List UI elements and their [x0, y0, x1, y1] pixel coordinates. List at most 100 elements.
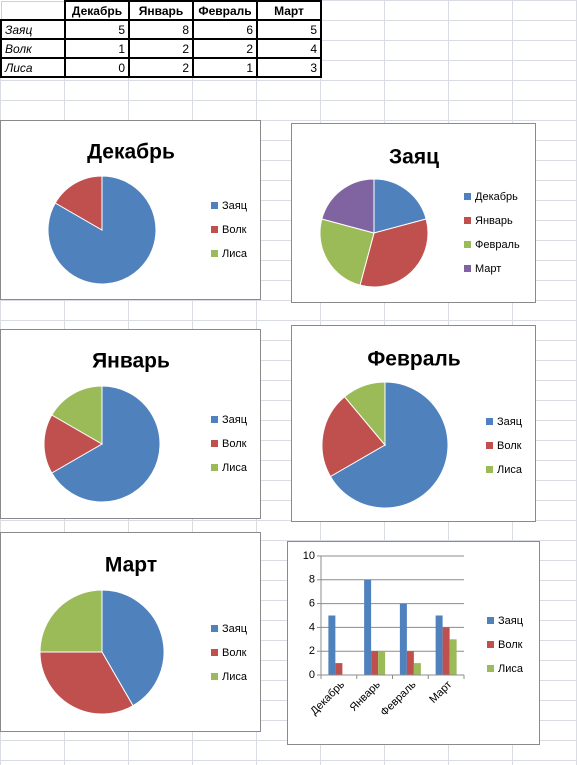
value-cell[interactable]: 2 — [192, 38, 258, 59]
value-cell[interactable]: 8 — [128, 19, 194, 40]
y-tick-label: 2 — [309, 645, 315, 657]
value-cell[interactable]: 3 — [256, 57, 322, 78]
legend-label: Волк — [222, 647, 247, 659]
pie-slice[interactable] — [101, 589, 165, 707]
table-header-cell[interactable]: Январь — [128, 0, 194, 21]
y-tick-label: 8 — [309, 574, 315, 586]
legend-label: Заяц — [222, 200, 248, 212]
legend-label: Заяц — [497, 416, 523, 428]
table-header-row: Декабрь Январь Февраль Март — [0, 0, 322, 21]
pie-slice[interactable] — [321, 178, 375, 234]
table-header-cell[interactable]: Март — [256, 0, 322, 21]
legend-label: Лиса — [222, 671, 248, 683]
legend-swatch — [211, 673, 218, 680]
bar[interactable] — [399, 603, 407, 675]
legend-label: Волк — [222, 224, 247, 236]
x-tick-label: Декабрь — [308, 679, 347, 718]
legend-swatch — [211, 464, 218, 471]
pie-chart-december[interactable]: Декабрь Заяц Волк Лиса — [0, 120, 261, 300]
value-cell[interactable]: 5 — [256, 19, 322, 40]
legend-label: Декабрь — [475, 191, 518, 203]
bar-chart-all[interactable]: 0 2 4 6 8 10 Декабрь Январь Февраль Март Заяц Волк Л… — [287, 541, 540, 745]
pie-slice[interactable] — [319, 218, 375, 286]
chart-title: Декабрь — [87, 141, 175, 164]
legend-swatch — [211, 202, 218, 209]
x-tick-label: Март — [427, 679, 454, 706]
pie-slice[interactable] — [39, 589, 103, 653]
bar[interactable] — [413, 663, 421, 675]
bar[interactable] — [378, 651, 386, 675]
row-label-cell[interactable]: Заяц — [0, 19, 66, 40]
pie-slice[interactable] — [51, 385, 161, 503]
legend-label: Лиса — [222, 462, 248, 474]
legend-swatch — [486, 442, 493, 449]
legend-label: Лиса — [497, 464, 523, 476]
bar[interactable] — [335, 663, 343, 675]
value-cell[interactable]: 1 — [64, 38, 130, 59]
legend-swatch — [464, 265, 471, 272]
table-row: Лиса 0 2 1 3 — [0, 57, 322, 78]
value-cell[interactable]: 4 — [256, 38, 322, 59]
chart-title: Январь — [92, 350, 170, 373]
legend-label: Лиса — [498, 663, 524, 675]
pie-chart-hare[interactable]: Заяц Декабрь Январь Февраль Март — [291, 123, 536, 303]
legend-label: Лиса — [222, 248, 248, 260]
pie-slice[interactable] — [39, 651, 134, 715]
pie-slice[interactable] — [321, 396, 386, 478]
value-cell[interactable]: 2 — [128, 57, 194, 78]
x-tick-label: Январь — [348, 679, 383, 714]
pie-slice[interactable] — [343, 381, 386, 447]
bar[interactable] — [442, 627, 450, 675]
legend-label: Март — [475, 263, 501, 275]
bar[interactable] — [328, 615, 336, 676]
value-cell[interactable]: 0 — [64, 57, 130, 78]
pie-chart-february[interactable]: Февраль Заяц Волк Лиса — [291, 325, 536, 522]
y-tick-label: 10 — [303, 550, 315, 562]
legend-swatch — [464, 217, 471, 224]
table-header-cell[interactable]: Декабрь — [64, 0, 130, 21]
legend-label: Заяц — [222, 623, 248, 635]
pie-slice[interactable] — [51, 385, 103, 445]
legend-label: Февраль — [475, 239, 520, 251]
legend-label: Волк — [222, 438, 247, 450]
pie-chart-january[interactable]: Январь Заяц Волк Лиса — [0, 329, 261, 519]
bar[interactable] — [364, 579, 372, 675]
legend-swatch — [487, 617, 494, 624]
legend-swatch — [211, 649, 218, 656]
legend-swatch — [211, 416, 218, 423]
bar[interactable] — [435, 615, 443, 676]
x-tick-label: Февраль — [378, 679, 418, 719]
row-label-cell[interactable]: Волк — [0, 38, 66, 59]
legend-label: Январь — [475, 215, 513, 227]
pie-svg: Февраль Заяц Волк Лиса — [321, 348, 523, 509]
legend-label: Волк — [498, 639, 523, 651]
pie-slice[interactable] — [43, 414, 104, 474]
pie-svg: Март Заяц Волк Лиса — [39, 554, 248, 715]
value-cell[interactable]: 6 — [192, 19, 258, 40]
table-row: Волк 1 2 2 4 — [0, 38, 322, 59]
row-label-cell[interactable]: Лиса — [0, 57, 66, 78]
bar[interactable] — [406, 651, 414, 675]
legend-swatch — [487, 665, 494, 672]
pie-slice[interactable] — [329, 381, 449, 509]
value-cell[interactable]: 2 — [128, 38, 194, 59]
pie-chart-march[interactable]: Март Заяц Волк Лиса — [0, 532, 261, 732]
chart-title: Заяц — [389, 146, 439, 169]
value-cell[interactable]: 5 — [64, 19, 130, 40]
table-header-cell[interactable]: Февраль — [192, 0, 258, 21]
bar[interactable] — [449, 639, 457, 675]
pie-slice[interactable] — [373, 178, 427, 234]
legend-swatch — [486, 418, 493, 425]
pie-svg: Январь Заяц Волк Лиса — [43, 350, 248, 503]
table-corner-cell[interactable] — [0, 0, 66, 21]
value-cell[interactable]: 1 — [192, 57, 258, 78]
legend-swatch — [487, 641, 494, 648]
pie-slice[interactable] — [359, 218, 429, 288]
table-row: Заяц 5 8 6 5 — [0, 19, 322, 40]
legend-swatch — [464, 193, 471, 200]
pie-slice[interactable] — [54, 175, 103, 231]
legend-swatch — [464, 241, 471, 248]
bar[interactable] — [371, 651, 379, 675]
legend-label: Волк — [497, 440, 522, 452]
